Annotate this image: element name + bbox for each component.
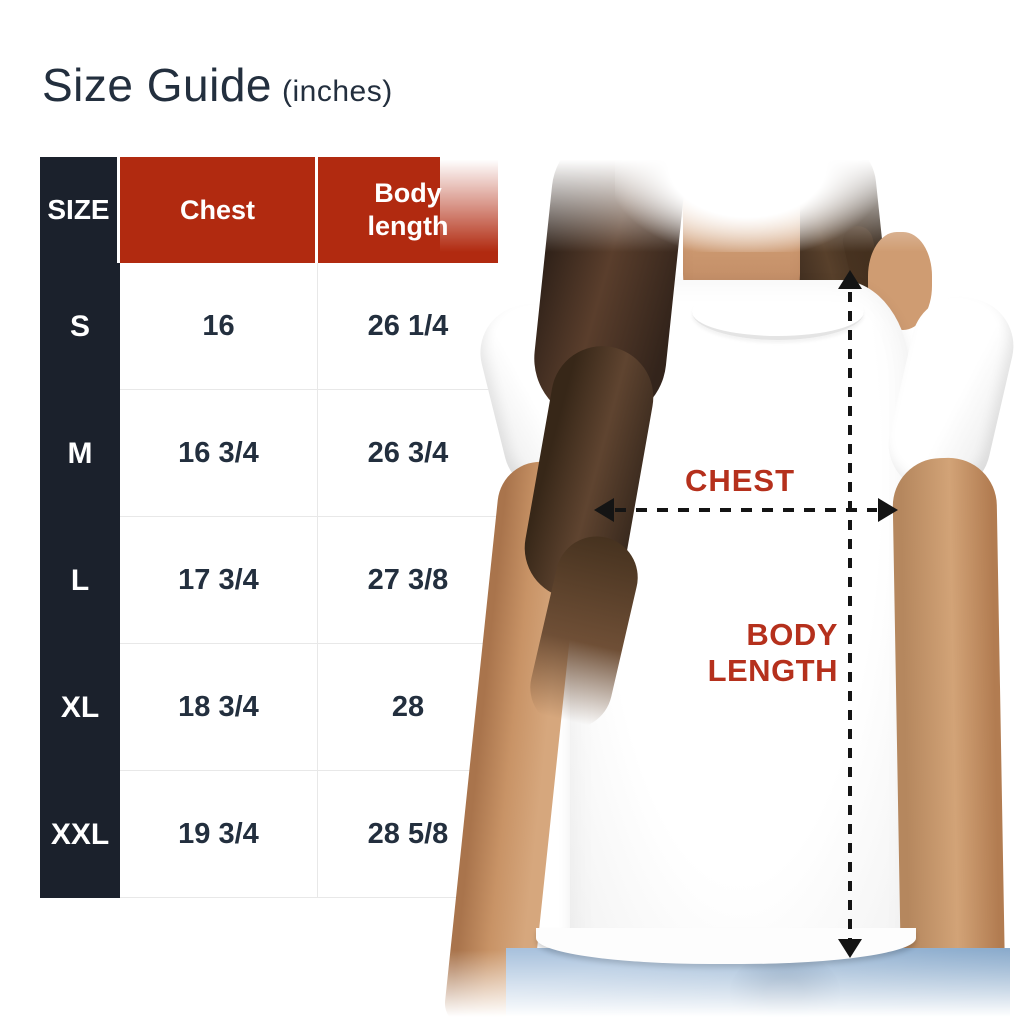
body-length-arrowhead-bottom-icon: [838, 939, 862, 958]
body-length-arrowhead-top-icon: [838, 270, 862, 289]
page-title: Size Guide (inches): [42, 58, 393, 112]
row-m-size: M: [40, 390, 120, 517]
page-title-text: Size Guide: [42, 59, 273, 111]
row-xl-body-length: 28: [318, 644, 498, 771]
row-l-size: L: [40, 517, 120, 644]
column-header-size: SIZE: [40, 157, 120, 263]
row-m-body-length: 26 3/4: [318, 390, 498, 517]
photo-bottom-fade: [440, 950, 1024, 1024]
chest-arrowhead-right-icon: [878, 498, 898, 522]
model-photo: CHEST BODY LENGTH: [440, 120, 1024, 1024]
row-xl-chest: 18 3/4: [120, 644, 318, 771]
row-xxl-chest: 19 3/4: [120, 771, 318, 898]
row-s-chest: 16: [120, 263, 318, 390]
row-xl-size: XL: [40, 644, 120, 771]
row-m-chest: 16 3/4: [120, 390, 318, 517]
row-s-body-length: 26 1/4: [318, 263, 498, 390]
row-s-size: S: [40, 263, 120, 390]
page-title-units: (inches): [282, 75, 393, 108]
body-length-measurement-label: BODY LENGTH: [707, 617, 838, 688]
column-header-chest: Chest: [120, 157, 318, 263]
chest-arrowhead-left-icon: [594, 498, 614, 522]
size-table: SIZE Chest Body length S 16 26 1/4 M 16 …: [40, 157, 498, 898]
row-l-chest: 17 3/4: [120, 517, 318, 644]
tshirt-collar: [692, 284, 864, 340]
row-l-body-length: 27 3/8: [318, 517, 498, 644]
column-header-body-length-text: Body length: [367, 178, 449, 241]
row-xxl-size: XXL: [40, 771, 120, 898]
body-length-dashed-line: [848, 292, 852, 940]
photo-face-fade: [615, 120, 880, 252]
chest-measurement-label: CHEST: [684, 463, 796, 498]
chest-dashed-line: [615, 508, 877, 512]
